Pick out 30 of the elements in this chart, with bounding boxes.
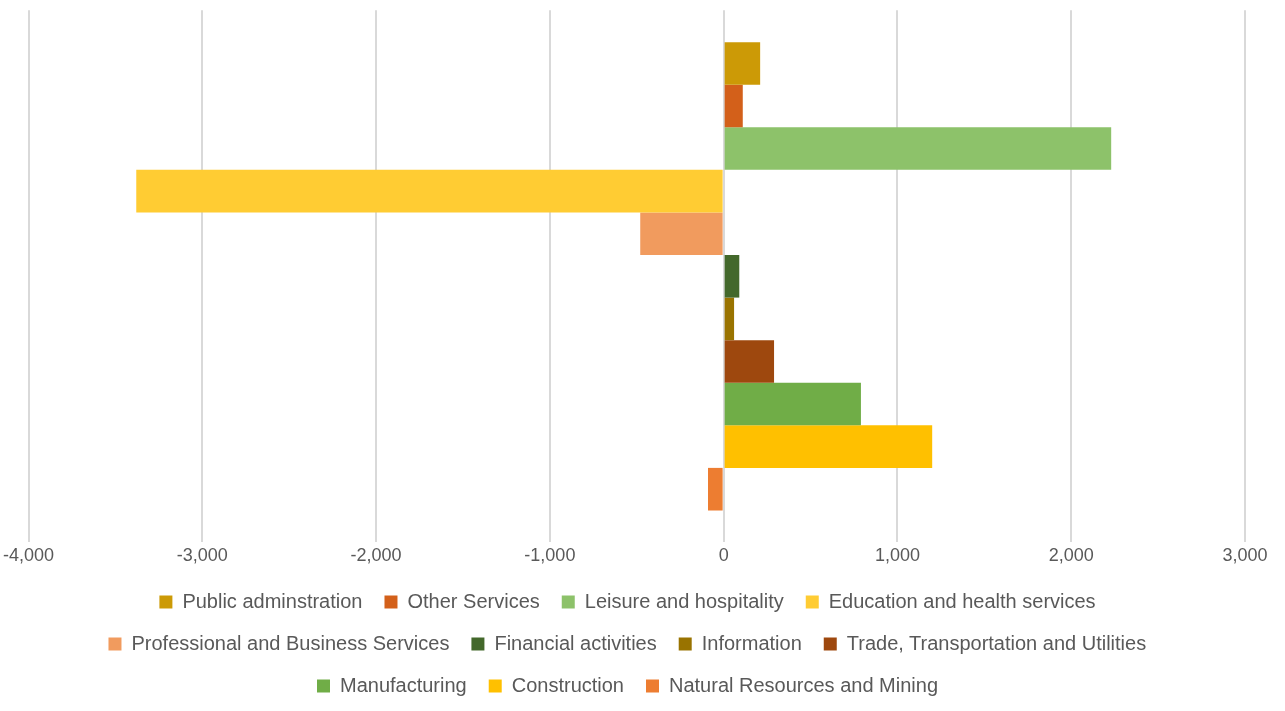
bar xyxy=(724,382,861,426)
bar xyxy=(724,255,740,298)
bar xyxy=(724,127,1112,170)
x-tick-label: -2,000 xyxy=(350,545,402,566)
legend-label: Natural Resources and Mining xyxy=(669,673,939,696)
bar xyxy=(724,84,743,128)
legend-label: Trade, Transportation and Utilities xyxy=(846,631,1147,654)
x-tick-label: 3,000 xyxy=(1222,545,1268,566)
bar xyxy=(640,212,723,256)
x-tick-label: -1,000 xyxy=(524,545,576,566)
bar xyxy=(724,425,933,468)
legend-label: Construction xyxy=(511,673,624,696)
x-tick-label: 1,000 xyxy=(874,545,920,566)
legend-label: Education and health services xyxy=(828,589,1096,612)
x-tick-label: 0 xyxy=(718,545,729,566)
bar xyxy=(724,297,735,341)
legend-label: Other Services xyxy=(407,589,540,612)
legend-label: Financial activities xyxy=(494,631,657,654)
legend-label: Public adminstration xyxy=(182,589,363,612)
legend-label: Professional and Business Services xyxy=(131,631,450,654)
x-tick-label: 2,000 xyxy=(1048,545,1094,566)
bar xyxy=(724,42,761,85)
bar xyxy=(136,169,723,213)
legend-label: Manufacturing xyxy=(339,673,467,696)
legend-label: Information xyxy=(701,631,802,654)
x-tick-label: -3,000 xyxy=(176,545,228,566)
x-tick-label: -4,000 xyxy=(3,545,55,566)
bar xyxy=(724,340,775,383)
bar xyxy=(708,467,723,511)
legend-label: Leisure and hospitality xyxy=(584,589,784,612)
